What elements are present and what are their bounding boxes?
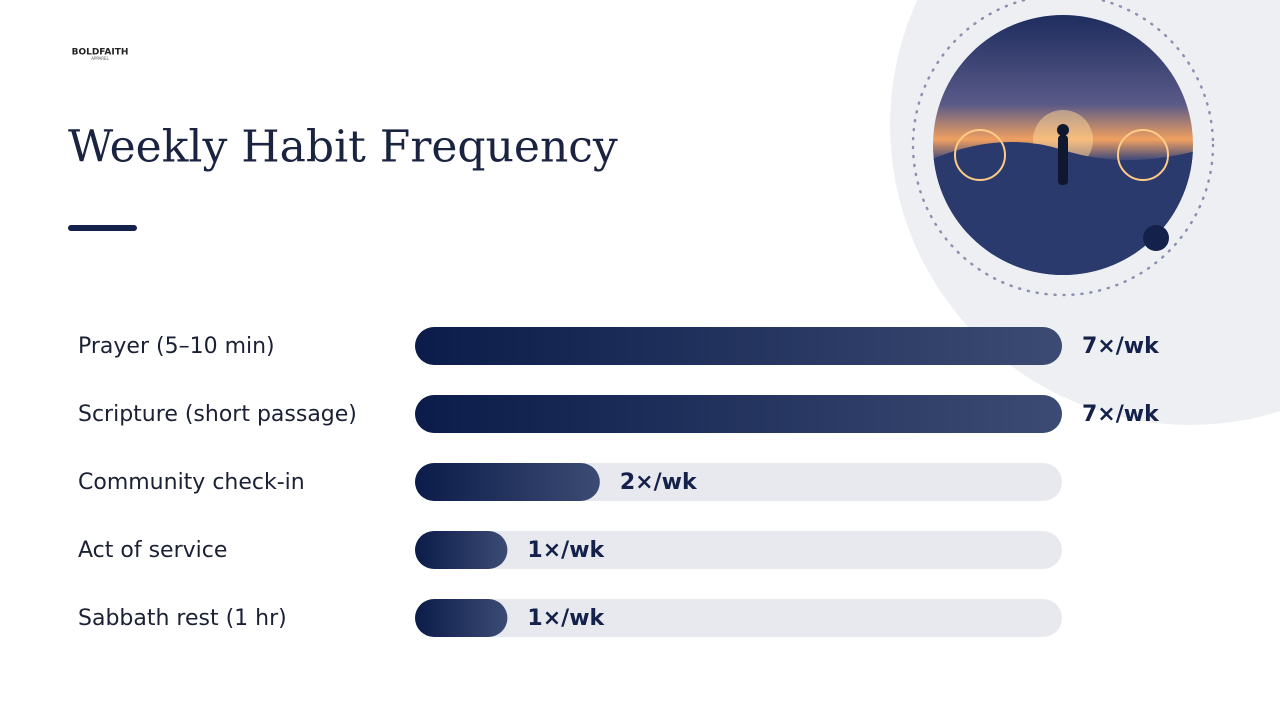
value-label: 2×/wk bbox=[620, 470, 698, 495]
bar bbox=[415, 395, 1062, 433]
bar bbox=[415, 531, 508, 569]
value-label: 1×/wk bbox=[527, 606, 605, 631]
category-label: Prayer (5–10 min) bbox=[78, 334, 275, 359]
bar bbox=[415, 463, 600, 501]
logo-sub: APPAREL bbox=[91, 56, 109, 61]
accent-dot bbox=[1143, 225, 1169, 251]
dotted-ring bbox=[911, 0, 1215, 297]
category-label: Sabbath rest (1 hr) bbox=[78, 606, 287, 631]
bar bbox=[415, 327, 1062, 365]
category-label: Act of service bbox=[78, 538, 227, 563]
value-label: 7×/wk bbox=[1082, 334, 1160, 359]
value-label: 7×/wk bbox=[1082, 402, 1160, 427]
value-label: 1×/wk bbox=[527, 538, 605, 563]
category-label: Scripture (short passage) bbox=[78, 402, 357, 427]
category-label: Community check-in bbox=[78, 470, 305, 495]
bar bbox=[415, 599, 508, 637]
chart-title: Weekly Habit Frequency bbox=[68, 122, 618, 173]
bar-track bbox=[415, 531, 1062, 569]
bar-track bbox=[415, 599, 1062, 637]
logo: BOLDFAITH bbox=[72, 48, 129, 58]
title-underline bbox=[68, 225, 137, 231]
